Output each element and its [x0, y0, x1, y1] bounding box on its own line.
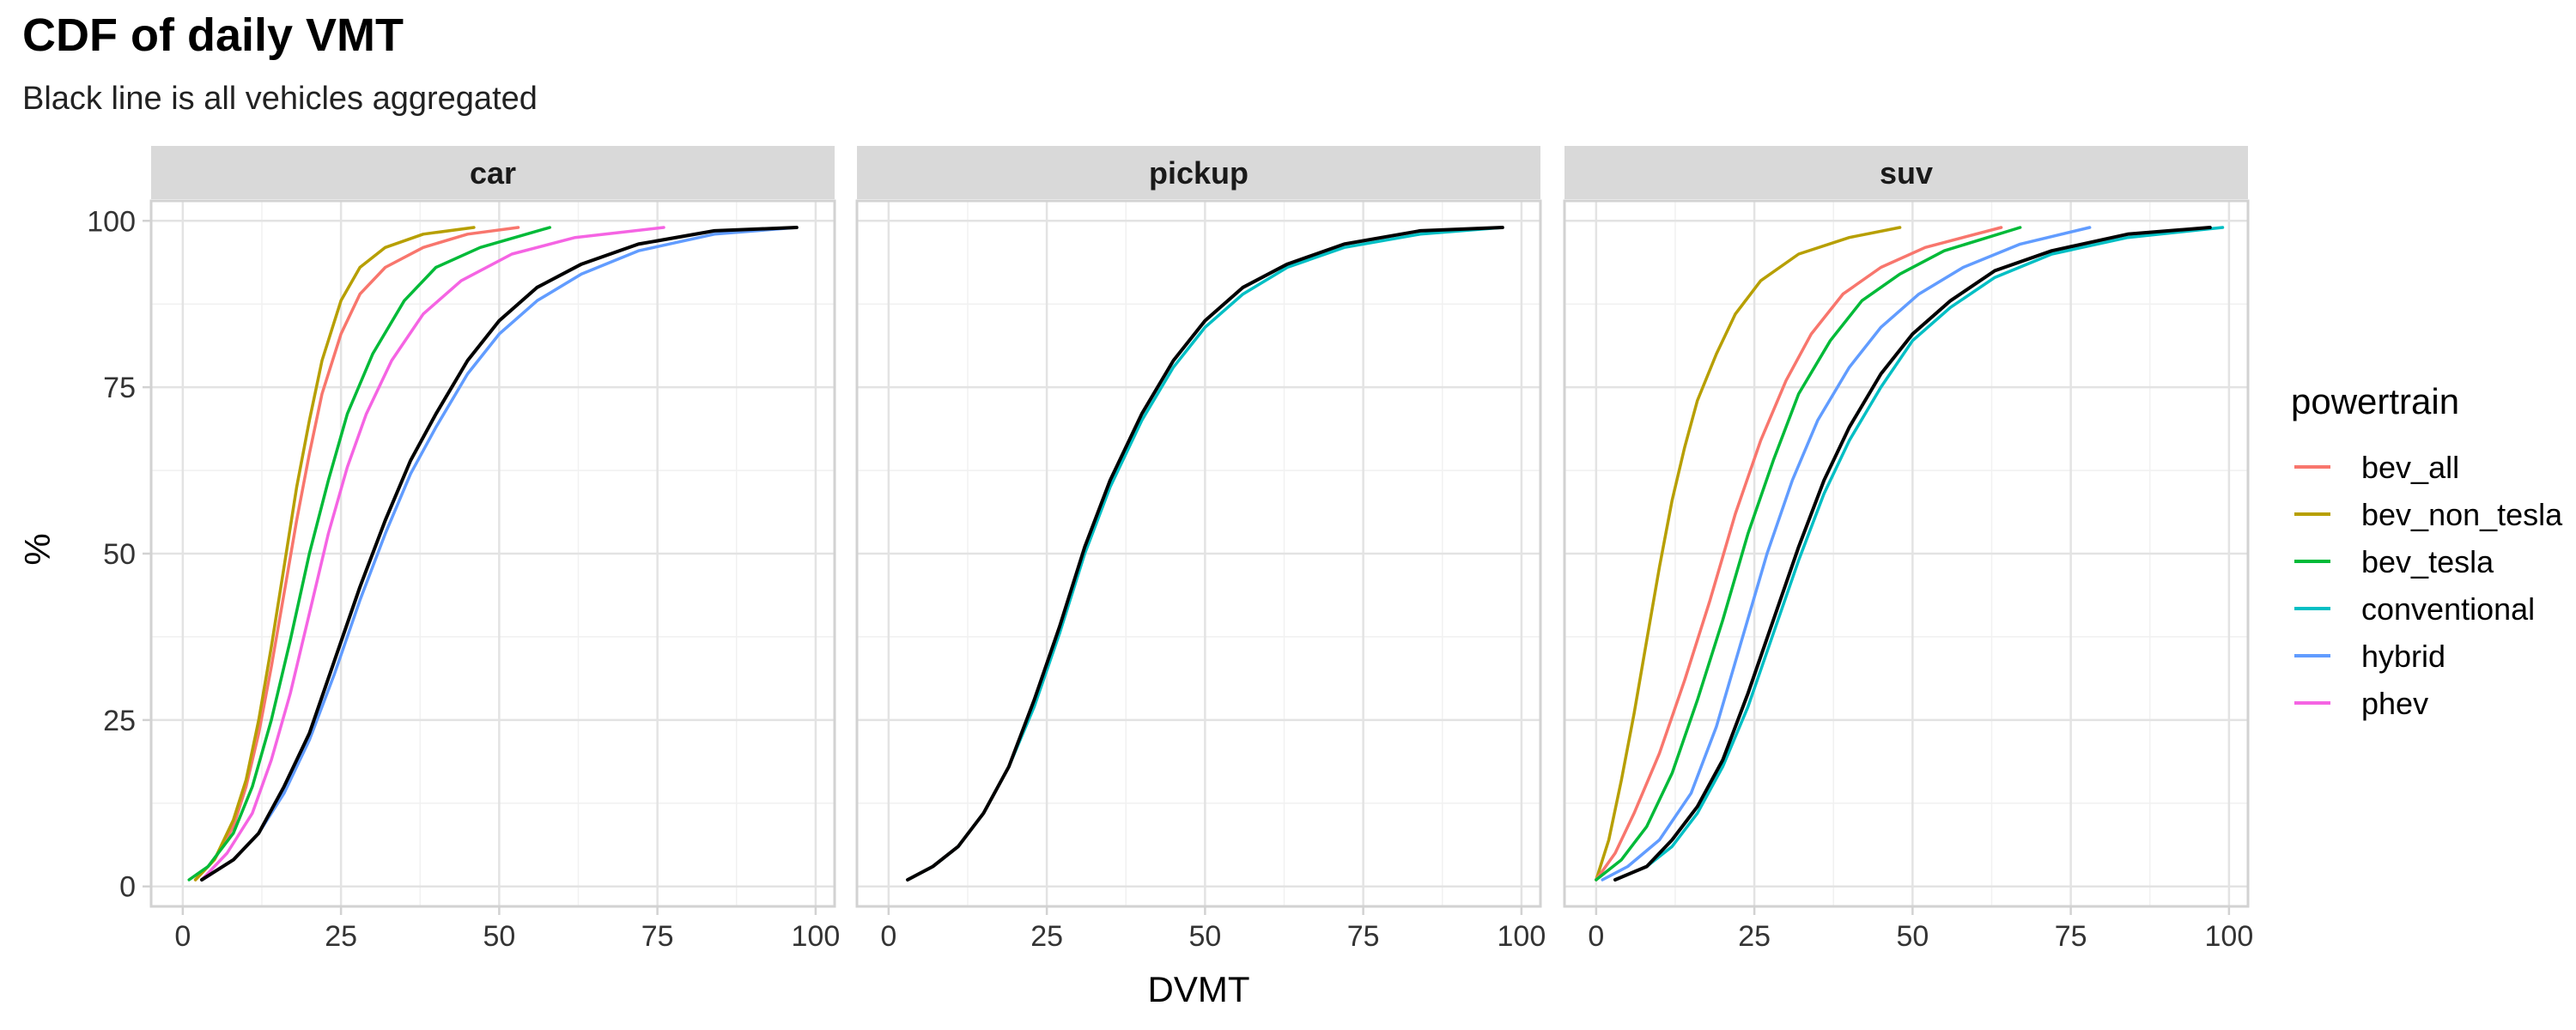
- legend-title: powertrain: [2291, 381, 2459, 421]
- x-tick-label: 0: [1588, 920, 1604, 953]
- x-tick-label: 25: [1030, 920, 1063, 953]
- strip-label: pickup: [1149, 155, 1249, 191]
- x-tick-label: 75: [1347, 920, 1380, 953]
- x-tick-label: 75: [2055, 920, 2087, 953]
- legend-item-phev: phev: [2294, 686, 2428, 721]
- y-axis-title: %: [17, 533, 58, 565]
- y-tick-label: 25: [103, 705, 136, 737]
- x-tick-label: 25: [1738, 920, 1771, 953]
- x-tick-label: 75: [641, 920, 674, 953]
- panel-suv: suv 0 25 50 75 100: [1563, 146, 2254, 953]
- panel-car: car 0 25 50 75 100 0 25 50 75 100: [87, 146, 840, 953]
- y-tick-label: 75: [103, 372, 136, 404]
- legend-item-bev_non_tesla: bev_non_tesla: [2294, 497, 2563, 532]
- series-line-all: [200, 226, 799, 882]
- x-tick-label: 100: [2205, 920, 2254, 953]
- x-tick-label: 50: [483, 920, 515, 953]
- legend: powertrain bev_all bev_non_tesla bev_tesla…: [2291, 381, 2563, 721]
- series-line-all: [906, 226, 1504, 882]
- y-tick-label: 0: [119, 871, 136, 904]
- panel-border: [1563, 199, 2250, 908]
- legend-label: hybrid: [2361, 639, 2445, 674]
- strip-bg: [857, 146, 1540, 199]
- strip-label: suv: [1880, 155, 1933, 191]
- legend-label: bev_tesla: [2361, 544, 2494, 579]
- legend-label: phev: [2361, 686, 2428, 721]
- series-line-phev: [200, 226, 665, 882]
- series-line-all: [1613, 226, 2212, 882]
- x-tick-label: 100: [1498, 920, 1546, 953]
- series-line-bev_tesla: [187, 226, 552, 882]
- series-line-bev_tesla: [1595, 226, 2022, 882]
- x-tick-label: 100: [792, 920, 841, 953]
- legend-label: bev_all: [2361, 450, 2459, 485]
- legend-label: conventional: [2361, 591, 2535, 627]
- x-tick-label: 0: [880, 920, 896, 953]
- strip-bg: [151, 146, 835, 199]
- chart-title: CDF of daily VMT: [22, 9, 404, 61]
- x-tick-label: 0: [174, 920, 191, 953]
- strip-bg: [1564, 146, 2248, 199]
- legend-item-hybrid: hybrid: [2294, 639, 2445, 674]
- series-line-bev_all: [193, 226, 520, 882]
- y-tick-label: 50: [103, 538, 136, 571]
- series-line-bev_non_tesla: [1595, 226, 1902, 882]
- strip-label: car: [470, 155, 516, 191]
- series-line-conventional: [1613, 226, 2225, 882]
- x-axis-title: DVMT: [1148, 969, 1250, 1009]
- legend-label: bev_non_tesla: [2361, 497, 2563, 532]
- series-line-hybrid: [1601, 226, 2092, 882]
- y-tick-label: 100: [87, 205, 136, 238]
- x-tick-label: 25: [325, 920, 357, 953]
- series-line-hybrid: [200, 226, 799, 882]
- panel-border: [855, 199, 1542, 908]
- legend-item-conventional: conventional: [2294, 591, 2535, 627]
- x-tick-label: 50: [1896, 920, 1929, 953]
- panel-pickup: pickup 0 25 50 75 100: [855, 146, 1546, 953]
- chart-subtitle: Black line is all vehicles aggregated: [22, 81, 538, 117]
- legend-item-bev_all: bev_all: [2294, 450, 2459, 485]
- series-line-bev_all: [1595, 226, 2003, 882]
- legend-item-bev_tesla: bev_tesla: [2294, 544, 2494, 579]
- series-line-bev_non_tesla: [193, 226, 476, 882]
- x-tick-label: 50: [1188, 920, 1221, 953]
